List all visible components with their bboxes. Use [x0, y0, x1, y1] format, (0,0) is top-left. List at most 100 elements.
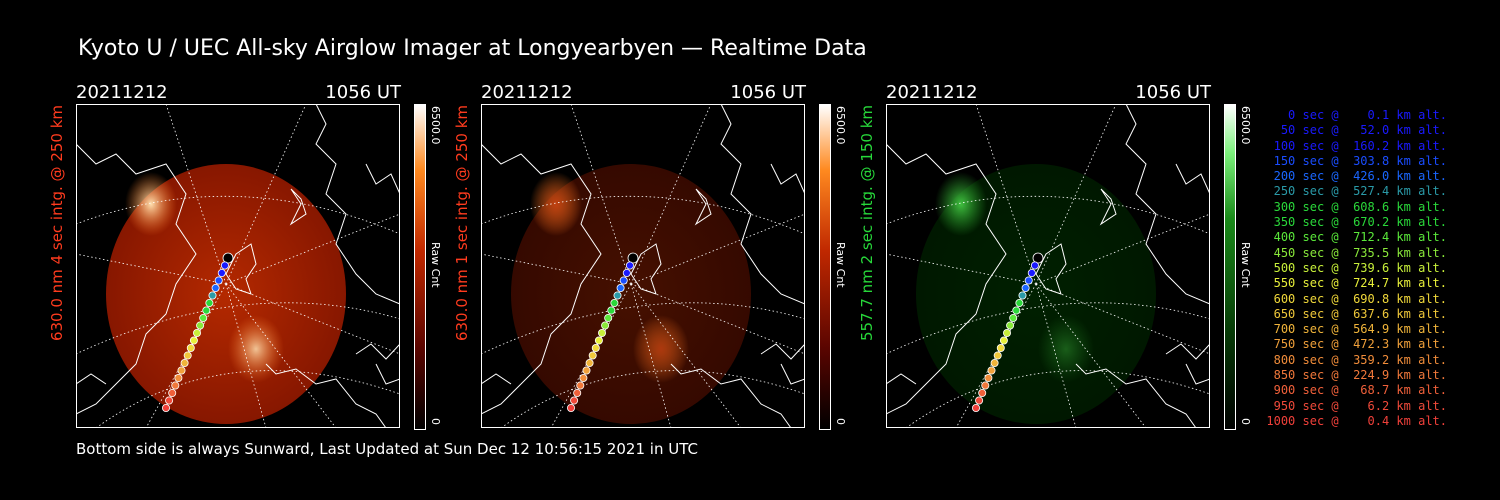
coastline — [694, 188, 712, 226]
coastline — [670, 363, 792, 428]
colorbar-max-label: 6500.0 — [833, 106, 847, 186]
allsky-map — [886, 104, 1210, 428]
trajectory-legend-row: 300 sec @ 608.6 km alt. — [1273, 199, 1447, 214]
trajectory-legend-row: 450 sec @ 735.5 km alt. — [1273, 245, 1447, 260]
coastline — [1035, 243, 1067, 295]
trajectory-marker — [174, 373, 183, 382]
aurora-patch — [935, 172, 987, 236]
grid-line — [630, 283, 805, 355]
colorbar-min-text: 0 — [429, 418, 442, 425]
imager-panel-1: 20211212 1056 UT 630.0 nm 4 sec intg. @ … — [48, 82, 476, 434]
trajectory-marker — [576, 381, 585, 390]
trajectory-legend-row: 150 sec @ 303.8 km alt. — [1273, 153, 1447, 168]
coastline — [1175, 163, 1210, 195]
trajectory-marker — [196, 321, 205, 330]
trajectory-marker — [993, 351, 1002, 360]
trajectory-marker — [972, 403, 981, 412]
trajectory-marker — [610, 298, 619, 307]
trajectory-marker — [975, 396, 984, 405]
trajectory-marker — [214, 276, 223, 285]
grid-line — [630, 283, 672, 428]
grid-line — [225, 283, 400, 355]
panel-date: 20211212 — [886, 82, 978, 103]
footer-note: Bottom side is always Sunward, Last Upda… — [76, 440, 698, 458]
trajectory-marker — [987, 366, 996, 375]
trajectory-marker — [168, 388, 177, 397]
trajectory-marker — [616, 283, 625, 292]
colorbar-max-text: 6500.0 — [429, 106, 442, 145]
trajectory-legend-row: 800 sec @ 359.2 km alt. — [1273, 352, 1447, 367]
trajectory-marker — [189, 336, 198, 345]
panel-time: 1056 UT — [1135, 82, 1211, 103]
trajectory-marker — [202, 306, 211, 315]
trajectory-marker — [208, 291, 217, 300]
aurora-patch — [1038, 315, 1094, 383]
trajectory-legend-row: 1000 sec @ 0.4 km alt. — [1266, 413, 1447, 428]
colorbar-max-label: 6500.0 — [1238, 106, 1252, 186]
trajectory-marker — [594, 336, 603, 345]
colorbar-min-text: 0 — [834, 418, 847, 425]
coastline — [1075, 363, 1197, 428]
trajectory-marker — [183, 351, 192, 360]
trajectory-legend-row: 850 sec @ 224.9 km alt. — [1273, 368, 1447, 383]
trajectory-marker — [211, 283, 220, 292]
coastline — [1099, 188, 1117, 226]
grid-line — [481, 195, 805, 235]
coastline — [76, 143, 197, 415]
trajectory-marker — [205, 298, 214, 307]
grid-line — [225, 283, 267, 428]
trajectory-marker — [567, 403, 576, 412]
trajectory-marker — [186, 343, 195, 352]
panel-date: 20211212 — [481, 82, 573, 103]
trajectory-marker — [984, 373, 993, 382]
trajectory-marker — [1030, 261, 1039, 270]
trajectory-marker — [1006, 321, 1015, 330]
allsky-map — [76, 104, 400, 428]
coastline — [481, 143, 602, 415]
trajectory-marker — [1018, 291, 1027, 300]
panel-ylabel: 630.0 nm 1 sec intg. @ 250 km — [453, 104, 471, 342]
trajectory-marker — [622, 268, 631, 277]
trajectory-marker — [978, 388, 987, 397]
grid-line — [905, 370, 1210, 428]
coastline — [225, 243, 257, 295]
trajectory-legend-row: 900 sec @ 68.7 km alt. — [1273, 383, 1447, 398]
coastline — [780, 363, 805, 385]
trajectory-marker — [1027, 268, 1036, 277]
grid-line — [886, 253, 1037, 285]
trajectory-legend-row: 100 sec @ 160.2 km alt. — [1273, 138, 1447, 153]
trajectory-legend-row: 550 sec @ 724.7 km alt. — [1273, 276, 1447, 291]
coastline — [1185, 363, 1210, 385]
grid-line — [225, 104, 307, 285]
colorbar-unit-text: Raw Cnt — [429, 242, 442, 288]
trajectory-legend-row: 750 sec @ 472.3 km alt. — [1273, 337, 1447, 352]
trajectory-marker — [1012, 306, 1021, 315]
trajectory-marker — [199, 313, 208, 322]
grid-line — [1035, 283, 1210, 355]
trajectory-legend-row: 200 sec @ 426.0 km alt. — [1273, 169, 1447, 184]
trajectory-legend-row: 50 sec @ 52.0 km alt. — [1280, 123, 1447, 138]
imager-panel-2: 20211212 1056 UT 630.0 nm 1 sec intg. @ … — [453, 82, 881, 434]
trajectory-legend-row: 650 sec @ 637.6 km alt. — [1273, 306, 1447, 321]
trajectory-legend: 0 sec @ 0.1 km alt. 50 sec @ 52.0 km alt.… — [1262, 108, 1447, 429]
coastline — [760, 343, 805, 360]
colorbar-unit-label: Raw Cnt — [428, 242, 442, 302]
colorbar-unit-label: Raw Cnt — [1238, 242, 1252, 302]
trajectory-marker — [627, 252, 639, 264]
coastline — [375, 363, 400, 385]
colorbar-min-label: 0 — [428, 418, 442, 430]
trajectory-marker — [180, 358, 189, 367]
trajectory-marker — [162, 403, 171, 412]
trajectory-marker — [220, 261, 229, 270]
coastline — [76, 373, 107, 385]
trajectory-marker — [222, 252, 234, 264]
colorbar-max-label: 6500.0 — [428, 106, 442, 186]
coastline — [1125, 104, 1210, 305]
trajectory-marker — [582, 366, 591, 375]
colorbar-unit-text: Raw Cnt — [834, 242, 847, 288]
grid-line — [886, 195, 1210, 235]
grid-line — [95, 370, 400, 428]
aurora-patch — [530, 172, 582, 236]
grid-line — [550, 283, 632, 428]
colorbar-max-text: 6500.0 — [834, 106, 847, 145]
